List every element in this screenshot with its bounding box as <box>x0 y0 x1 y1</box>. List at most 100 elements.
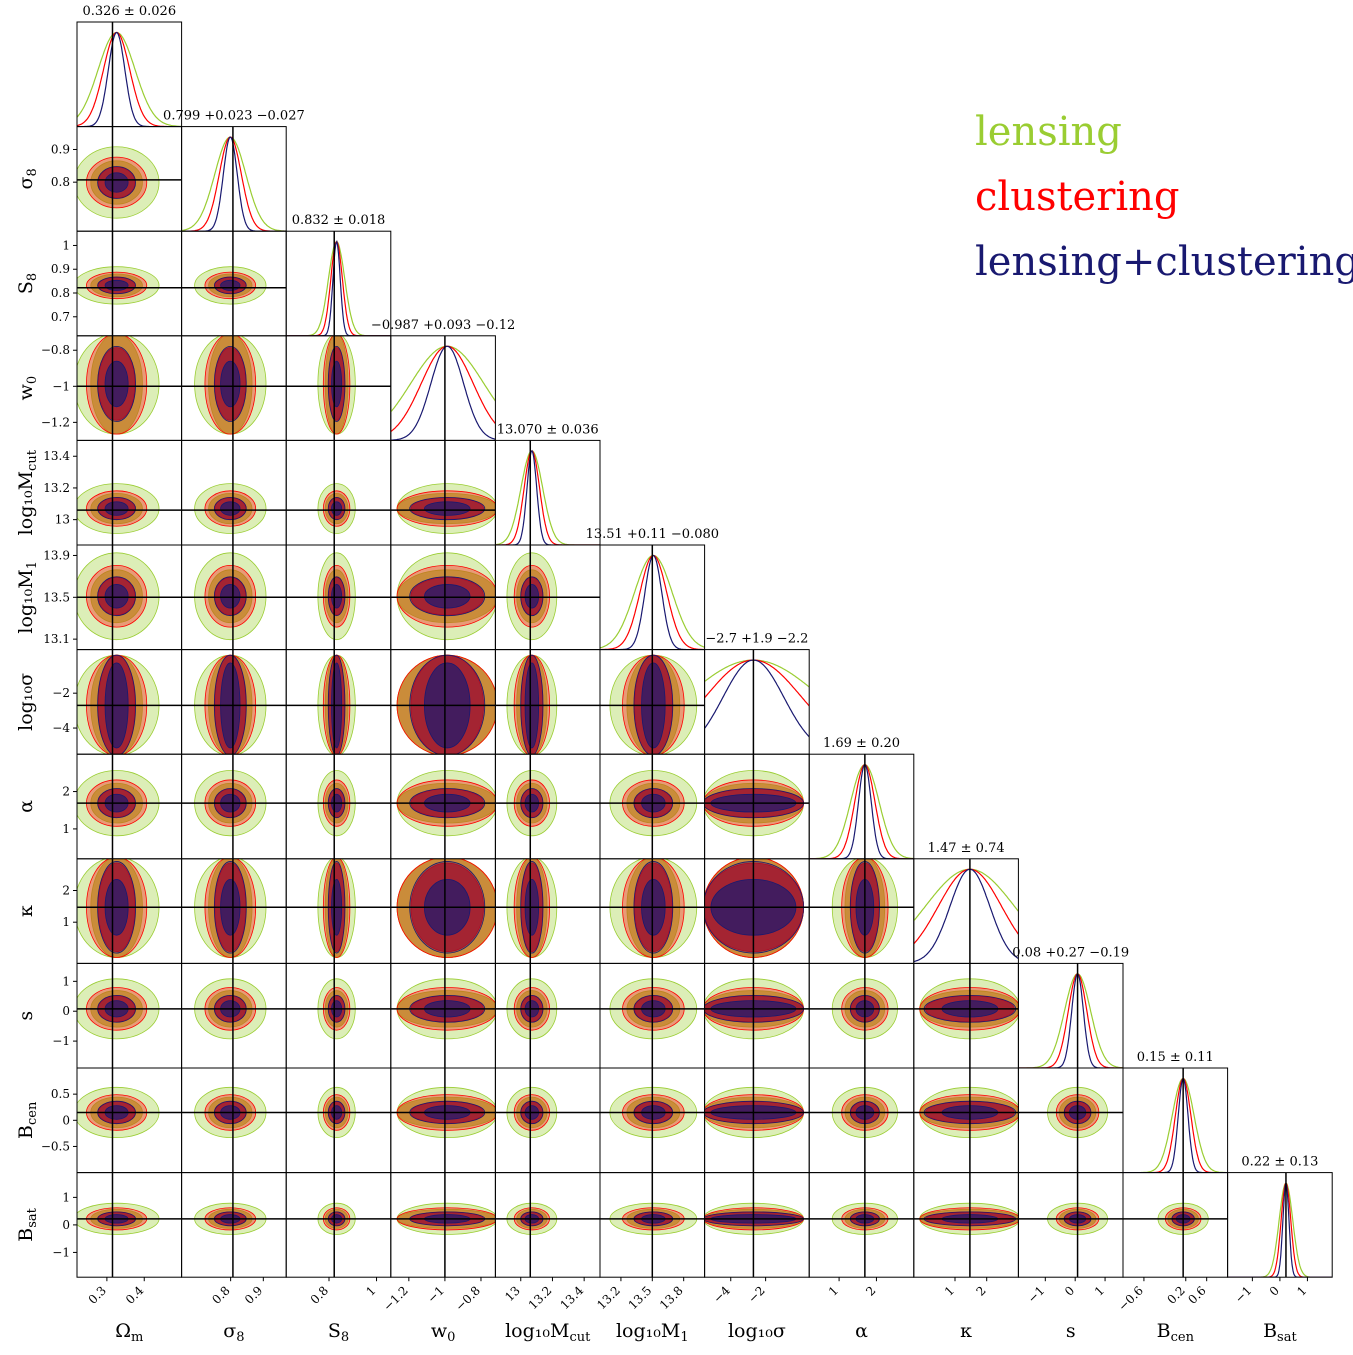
hist-curve-lensing <box>77 31 182 127</box>
param-title: 0.799 +0.023 −0.027 <box>163 109 305 124</box>
y-tick-label: −4 <box>52 721 70 735</box>
x-tick-label: 0.8 <box>209 1283 232 1306</box>
hist-curve-clustering <box>495 450 600 545</box>
y-tick-label: 2 <box>62 785 70 799</box>
contour-lensing+clustering <box>220 501 241 516</box>
y-tick-label: −1.2 <box>41 415 70 429</box>
y-tick-label: 0.9 <box>51 262 70 276</box>
panel-log10M1-vs-S8 <box>285 544 392 651</box>
hist-curve-lensing <box>1227 1182 1333 1278</box>
contour-lensing+clustering <box>104 279 129 291</box>
panel-Bsat-vs-Ωm <box>76 1172 183 1278</box>
panel-α-vs-log10M1 <box>599 753 706 860</box>
y-axis-label: κ <box>15 905 37 917</box>
hist-curve-lensing+clustering <box>286 239 391 336</box>
y-tick-label: −2 <box>52 686 70 700</box>
y-tick-label: 0.8 <box>51 286 70 300</box>
panel-frame <box>599 544 706 651</box>
panel-Bcen-vs-κ <box>913 1067 1019 1174</box>
param-title: −2.7 +1.9 −2.2 <box>705 632 808 647</box>
panel-κ-vs-α <box>808 858 915 964</box>
x-tick-label: 0.3 <box>86 1283 109 1306</box>
x-tick-label: 0.2 <box>1164 1283 1187 1306</box>
y-tick-label: 0 <box>62 1004 70 1018</box>
hist-curve-lensing+clustering <box>1227 1182 1333 1278</box>
panel-log10σ-vs-w0 <box>390 649 496 755</box>
y-axis-label: Bsat <box>15 1207 40 1241</box>
hist-curve-lensing+clustering <box>1123 1077 1228 1173</box>
param-title: 13.070 ± 0.036 <box>497 422 599 437</box>
hist-curve-clustering <box>913 868 1019 945</box>
panel-s-vs-σ8 <box>181 962 287 1069</box>
x-axis-label: Bsat <box>1263 1320 1297 1345</box>
x-tick-label: 0.4 <box>123 1283 147 1307</box>
hist-α: 1.69 ± 0.20 <box>808 736 915 860</box>
panel-log10σ-vs-log10Mcut <box>494 649 601 755</box>
hist-curve-lensing <box>495 450 600 545</box>
y-tick-label: 0.7 <box>51 310 70 324</box>
x-axis-label: Ωm <box>115 1320 143 1345</box>
panel-s-vs-κ <box>913 962 1019 1069</box>
panel-Bcen-vs-log10σ <box>704 1067 810 1174</box>
legend-entry-clustering: clustering <box>975 174 1180 220</box>
x-axis-label: κ <box>960 1320 972 1342</box>
x-tick-label: −2 <box>745 1283 767 1305</box>
panel-Bcen-vs-s <box>1017 1067 1124 1174</box>
panel-frame <box>808 753 915 860</box>
panel-Bcen-vs-Ωm <box>76 1067 183 1174</box>
panel-α-vs-Ωm <box>76 753 183 860</box>
x-tick-label: −1.2 <box>380 1283 411 1314</box>
panel-s-vs-w0 <box>390 962 496 1069</box>
panel-s-vs-Ωm <box>76 962 183 1069</box>
panel-w0-vs-σ8 <box>181 335 287 441</box>
y-tick-label: 0 <box>62 1113 70 1127</box>
param-title: 13.51 +0.11 −0.080 <box>586 527 719 542</box>
panel-s-vs-log10Mcut <box>494 962 601 1069</box>
x-tick-label: 13.8 <box>657 1283 686 1312</box>
hist-curve-lensing <box>181 136 287 232</box>
panel-Bsat-vs-S8 <box>285 1172 392 1278</box>
x-tick-label: 13.2 <box>594 1283 623 1312</box>
panel-κ-vs-Ωm <box>76 858 183 964</box>
contour-lensing+clustering <box>220 279 241 291</box>
x-axis-label: α <box>855 1320 868 1342</box>
panel-Bcen-vs-σ8 <box>181 1067 287 1174</box>
contour-lensing+clustering <box>220 584 241 609</box>
x-tick-label: 0 <box>1267 1283 1282 1298</box>
panel-Bsat-vs-κ <box>913 1172 1019 1278</box>
y-tick-label: −1 <box>52 379 70 393</box>
panel-frame <box>390 335 496 441</box>
panel-frame <box>181 126 287 232</box>
panel-Bcen-vs-S8 <box>285 1067 392 1174</box>
panel-frame <box>1122 1067 1229 1174</box>
panel-log10σ-vs-log10M1 <box>599 649 706 755</box>
hist-log10M1: 13.51 +0.11 −0.080 <box>586 527 719 651</box>
hist-curve-clustering <box>286 240 391 336</box>
panel-log10M1-vs-w0 <box>390 544 496 651</box>
x-tick-label: 1 <box>826 1283 841 1298</box>
hist-log10σ: −2.7 +1.9 −2.2 <box>704 632 810 755</box>
panel-Bcen-vs-log10Mcut <box>494 1067 601 1174</box>
y-tick-label: 0.9 <box>51 142 70 156</box>
panel-frame <box>494 439 601 546</box>
y-tick-label: 13.9 <box>43 548 70 562</box>
param-title: 0.22 ± 0.13 <box>1241 1155 1318 1170</box>
x-tick-label: 13 <box>502 1283 523 1304</box>
panel-log10Mcut-vs-Ωm <box>76 439 183 546</box>
panel-σ8-vs-Ωm <box>76 126 183 232</box>
contour-lensing+clustering <box>104 584 129 609</box>
y-axis-label: log₁₀σ <box>15 673 37 731</box>
x-tick-label: −4 <box>710 1283 733 1306</box>
x-tick-label: −0.6 <box>1116 1283 1147 1314</box>
hist-Bcen: 0.15 ± 0.11 <box>1122 1050 1229 1174</box>
panel-frame <box>704 649 810 755</box>
contour-lensing+clustering <box>524 584 540 609</box>
panel-α-vs-w0 <box>390 753 496 860</box>
panel-log10Mcut-vs-w0 <box>390 439 496 546</box>
y-axis-label: Bcen <box>15 1101 40 1139</box>
param-title: 1.69 ± 0.20 <box>823 736 900 751</box>
hist-curve-clustering <box>704 659 810 707</box>
contour-lensing+clustering <box>104 360 129 408</box>
x-tick-label: 0.6 <box>1185 1283 1208 1306</box>
